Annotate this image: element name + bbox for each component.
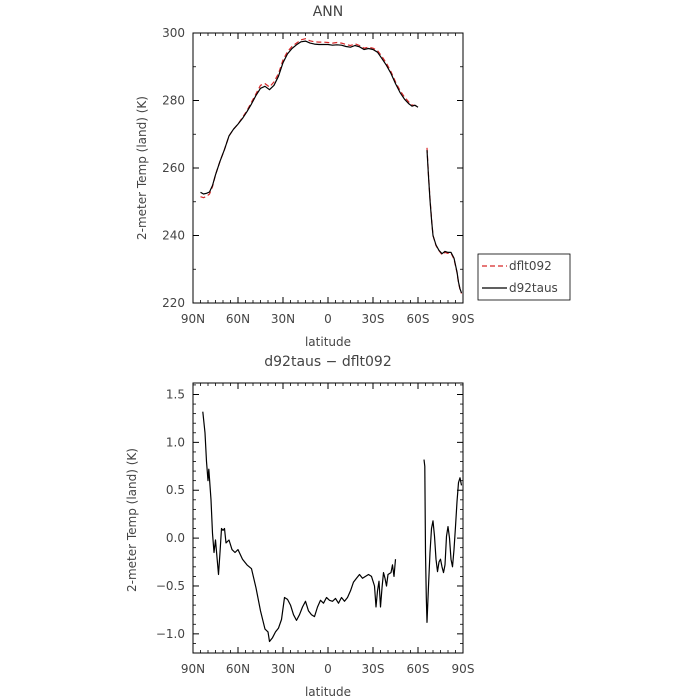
x-tick-label: 30S — [362, 312, 385, 326]
y-tick-label: 1.5 — [166, 387, 185, 401]
x-tick-label: 60N — [226, 662, 250, 676]
x-tick-label: 30N — [271, 662, 295, 676]
y-tick-label: 1.0 — [166, 435, 185, 449]
x-tick-label: 90S — [452, 662, 475, 676]
legend-label-d92taus: d92taus — [509, 281, 558, 295]
y-tick-label: 0.5 — [166, 483, 185, 497]
panel-bottom-frame — [192, 382, 464, 654]
panel-bottom-ylabel: 2-meter Temp (land) (K) — [125, 448, 139, 592]
y-tick-label: −0.5 — [156, 579, 185, 593]
series-line-series0 — [202, 411, 397, 643]
x-tick-label: 0 — [324, 312, 332, 326]
x-tick-label: 90N — [181, 312, 205, 326]
legend-box — [477, 253, 571, 301]
panel-bottom-series — [202, 411, 463, 643]
legend: dflt092 d92taus — [477, 253, 571, 301]
y-tick-label: −1.0 — [156, 627, 185, 641]
y-tick-label: 0.0 — [166, 531, 185, 545]
series-line-dflt092 — [200, 38, 419, 199]
panel-top-title: ANN — [313, 4, 344, 20]
x-tick-label: 60S — [407, 662, 430, 676]
panel-top-xlabel: latitude — [305, 335, 351, 349]
series-line-d92taus — [200, 40, 419, 195]
panel-bottom: d92taus − dflt092 2-meter Temp (land) (K… — [125, 354, 474, 699]
panel-top-frame — [192, 32, 464, 304]
x-tick-label: 30S — [362, 662, 385, 676]
y-tick-label: 220 — [162, 296, 185, 310]
x-tick-label: 90N — [181, 662, 205, 676]
panel-top-ylabel: 2-meter Temp (land) (K) — [135, 96, 149, 240]
panel-top-ticks: 90N 60N 30N 0 30S 60S 90S 220 240 260 280 300 — [162, 26, 474, 326]
panel-bottom-xlabel: latitude — [305, 685, 351, 699]
y-tick-label: 280 — [162, 94, 185, 108]
legend-label-dflt092: dflt092 — [509, 259, 552, 273]
series-line-d92taus — [426, 150, 463, 294]
panel-bottom-ticks: 90N 60N 30N 0 30S 60S 90S −1.0 −0.5 0.0 0.5 1.0 1.5 — [156, 383, 475, 676]
x-tick-label: 0 — [324, 662, 332, 676]
series-line-series0 — [423, 459, 463, 623]
x-tick-label: 60N — [226, 312, 250, 326]
x-tick-label: 30N — [271, 312, 295, 326]
panel-top: ANN 2-meter Temp (land) (K) latitude 90N… — [135, 4, 571, 349]
x-tick-label: 60S — [407, 312, 430, 326]
y-tick-label: 300 — [162, 26, 185, 40]
panel-bottom-title: d92taus − dflt092 — [264, 354, 391, 370]
y-tick-label: 260 — [162, 161, 185, 175]
x-tick-label: 90S — [452, 312, 475, 326]
panel-top-series — [200, 38, 463, 294]
y-tick-label: 240 — [162, 229, 185, 243]
